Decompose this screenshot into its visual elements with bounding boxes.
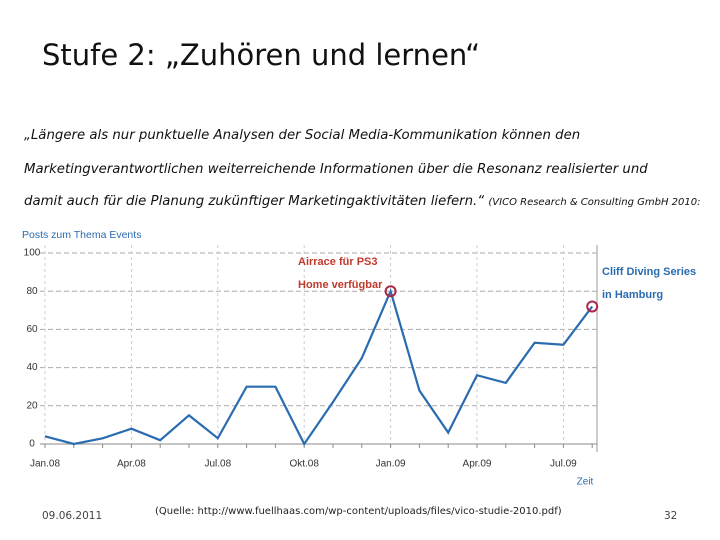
x-tick-label: Jan.09 [376, 459, 406, 470]
annotation: Home verfügbar [298, 279, 383, 291]
data-line [44, 287, 594, 447]
quote-line: damit auch für die Planung zukünftiger M… [24, 194, 485, 209]
annotation: Airrace für PS3 [298, 256, 377, 268]
page-number: 32 [664, 510, 678, 522]
y-tick-label: 80 [26, 286, 38, 297]
y-tick-label: 100 [24, 248, 41, 259]
y-axis-label: Posts zum Thema Events [22, 229, 141, 241]
x-tick-label: Apr.09 [463, 459, 492, 470]
annotation: in Hamburg [602, 289, 663, 301]
y-tick-label: 40 [26, 362, 38, 373]
x-tick-label: Jul.08 [204, 459, 231, 470]
slide-title: Stufe 2: „Zuhören und lernen“ [42, 38, 481, 72]
footer-date: 09.06.2011 [42, 510, 103, 522]
x-axis-label: Zeit [577, 477, 594, 488]
citation: (VICO Research & Consulting GmbH 2010: [488, 197, 701, 208]
x-tick-label: Jan.08 [30, 459, 60, 470]
quote-line: Marketingverantwortlichen weiterreichend… [24, 162, 648, 177]
x-tick-label: Apr.08 [117, 459, 146, 470]
y-tick-label: 20 [26, 400, 38, 411]
footer-source: (Quelle: http://www.fuellhaas.com/wp-con… [155, 506, 562, 517]
y-tick-label: 0 [29, 439, 35, 450]
y-tick-label: 60 [26, 324, 38, 335]
quote-container: damit auch für die Planung zukünftiger M… [24, 194, 701, 209]
x-tick-label: Okt.08 [289, 459, 319, 470]
highlight-circle [384, 285, 397, 298]
x-tick-label: Jul.09 [550, 459, 577, 470]
annotation: Cliff Diving Series [602, 266, 696, 278]
highlight-circle [586, 300, 599, 313]
quote-line: „Längere als nur punktuelle Analysen der… [24, 128, 581, 143]
